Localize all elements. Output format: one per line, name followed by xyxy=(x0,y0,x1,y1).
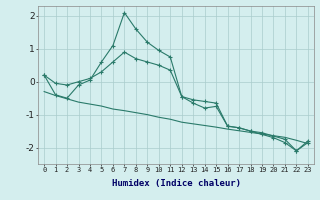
X-axis label: Humidex (Indice chaleur): Humidex (Indice chaleur) xyxy=(111,179,241,188)
